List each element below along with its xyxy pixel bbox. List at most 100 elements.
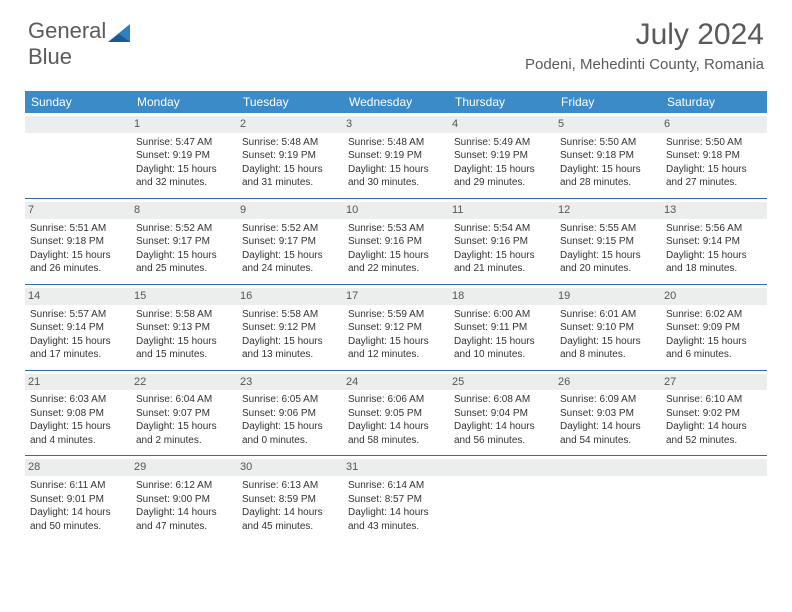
- day-cell: 27Sunrise: 6:10 AMSunset: 9:02 PMDayligh…: [661, 371, 767, 456]
- day-sunset: Sunset: 9:18 PM: [666, 149, 762, 163]
- day-daylight: Daylight: 15 hours and 31 minutes.: [242, 163, 338, 190]
- day-daylight: Daylight: 15 hours and 22 minutes.: [348, 249, 444, 276]
- day-sunset: Sunset: 8:57 PM: [348, 493, 444, 507]
- day-daylight: Daylight: 15 hours and 20 minutes.: [560, 249, 656, 276]
- day-sunset: Sunset: 9:17 PM: [136, 235, 232, 249]
- day-sunrise: Sunrise: 5:50 AM: [560, 136, 656, 150]
- day-sunrise: Sunrise: 5:52 AM: [242, 222, 338, 236]
- day-daylight: Daylight: 15 hours and 27 minutes.: [666, 163, 762, 190]
- day-daylight: Daylight: 15 hours and 30 minutes.: [348, 163, 444, 190]
- weekday-sunday: Sunday: [25, 91, 131, 113]
- day-daylight: Daylight: 15 hours and 29 minutes.: [454, 163, 550, 190]
- day-sunset: Sunset: 9:16 PM: [348, 235, 444, 249]
- day-cell: 2Sunrise: 5:48 AMSunset: 9:19 PMDaylight…: [237, 113, 343, 198]
- weekday-monday: Monday: [131, 91, 237, 113]
- day-number: 15: [131, 288, 237, 305]
- day-sunrise: Sunrise: 5:48 AM: [242, 136, 338, 150]
- logo-text-blue: Blue: [28, 44, 72, 69]
- day-cell: [555, 456, 661, 541]
- day-daylight: Daylight: 15 hours and 21 minutes.: [454, 249, 550, 276]
- day-daylight: Daylight: 15 hours and 15 minutes.: [136, 335, 232, 362]
- day-sunset: Sunset: 9:08 PM: [30, 407, 126, 421]
- day-sunset: Sunset: 9:05 PM: [348, 407, 444, 421]
- day-number: 29: [131, 459, 237, 476]
- day-sunrise: Sunrise: 6:14 AM: [348, 479, 444, 493]
- weeks-container: 1Sunrise: 5:47 AMSunset: 9:19 PMDaylight…: [25, 113, 767, 541]
- day-daylight: Daylight: 14 hours and 50 minutes.: [30, 506, 126, 533]
- day-daylight: Daylight: 14 hours and 43 minutes.: [348, 506, 444, 533]
- day-sunset: Sunset: 9:16 PM: [454, 235, 550, 249]
- day-number: 30: [237, 459, 343, 476]
- logo-text-wrap: General Blue: [28, 18, 106, 70]
- day-cell: 12Sunrise: 5:55 AMSunset: 9:15 PMDayligh…: [555, 199, 661, 284]
- day-sunset: Sunset: 9:17 PM: [242, 235, 338, 249]
- day-daylight: Daylight: 15 hours and 32 minutes.: [136, 163, 232, 190]
- day-daylight: Daylight: 15 hours and 8 minutes.: [560, 335, 656, 362]
- day-cell: 8Sunrise: 5:52 AMSunset: 9:17 PMDaylight…: [131, 199, 237, 284]
- day-number: 1: [131, 116, 237, 133]
- day-sunset: Sunset: 9:18 PM: [560, 149, 656, 163]
- day-cell: 5Sunrise: 5:50 AMSunset: 9:18 PMDaylight…: [555, 113, 661, 198]
- day-number: 14: [25, 288, 131, 305]
- day-daylight: Daylight: 15 hours and 26 minutes.: [30, 249, 126, 276]
- day-sunset: Sunset: 9:12 PM: [348, 321, 444, 335]
- day-cell: 1Sunrise: 5:47 AMSunset: 9:19 PMDaylight…: [131, 113, 237, 198]
- day-cell: 7 Sunrise: 5:51 AMSunset: 9:18 PMDaylight…: [25, 199, 131, 284]
- day-sunset: Sunset: 9:18 PM: [30, 235, 126, 249]
- day-sunset: Sunset: 9:03 PM: [560, 407, 656, 421]
- title-block: July 2024 Podeni, Mehedinti County, Roma…: [525, 18, 764, 73]
- day-sunrise: Sunrise: 6:03 AM: [30, 393, 126, 407]
- day-number: [449, 459, 555, 476]
- day-cell: 25Sunrise: 6:08 AMSunset: 9:04 PMDayligh…: [449, 371, 555, 456]
- day-number: 3: [343, 116, 449, 133]
- day-number: 13: [661, 202, 767, 219]
- day-sunrise: Sunrise: 5:50 AM: [666, 136, 762, 150]
- day-sunset: Sunset: 8:59 PM: [242, 493, 338, 507]
- day-sunset: Sunset: 9:04 PM: [454, 407, 550, 421]
- header: General Blue July 2024 Podeni, Mehedinti…: [0, 0, 792, 79]
- day-sunrise: Sunrise: 5:57 AM: [30, 308, 126, 322]
- day-daylight: Daylight: 15 hours and 2 minutes.: [136, 420, 232, 447]
- day-cell: 30Sunrise: 6:13 AMSunset: 8:59 PMDayligh…: [237, 456, 343, 541]
- day-number: 7: [25, 202, 131, 219]
- day-cell: 4Sunrise: 5:49 AMSunset: 9:19 PMDaylight…: [449, 113, 555, 198]
- day-number: [661, 459, 767, 476]
- day-sunrise: Sunrise: 5:55 AM: [560, 222, 656, 236]
- day-sunset: Sunset: 9:14 PM: [30, 321, 126, 335]
- day-sunrise: Sunrise: 5:58 AM: [242, 308, 338, 322]
- day-number: 31: [343, 459, 449, 476]
- calendar: Sunday Monday Tuesday Wednesday Thursday…: [25, 91, 767, 541]
- day-sunrise: Sunrise: 6:01 AM: [560, 308, 656, 322]
- day-sunset: Sunset: 9:11 PM: [454, 321, 550, 335]
- day-sunrise: Sunrise: 5:59 AM: [348, 308, 444, 322]
- weekday-header-row: Sunday Monday Tuesday Wednesday Thursday…: [25, 91, 767, 113]
- day-sunrise: Sunrise: 5:49 AM: [454, 136, 550, 150]
- day-sunset: Sunset: 9:19 PM: [454, 149, 550, 163]
- day-cell: 19Sunrise: 6:01 AMSunset: 9:10 PMDayligh…: [555, 285, 661, 370]
- day-cell: 26Sunrise: 6:09 AMSunset: 9:03 PMDayligh…: [555, 371, 661, 456]
- day-number: 26: [555, 374, 661, 391]
- day-daylight: Daylight: 14 hours and 45 minutes.: [242, 506, 338, 533]
- day-cell: 11Sunrise: 5:54 AMSunset: 9:16 PMDayligh…: [449, 199, 555, 284]
- day-sunset: Sunset: 9:19 PM: [136, 149, 232, 163]
- day-cell: [661, 456, 767, 541]
- day-sunset: Sunset: 9:14 PM: [666, 235, 762, 249]
- day-number: 16: [237, 288, 343, 305]
- day-number: 12: [555, 202, 661, 219]
- day-sunrise: Sunrise: 5:51 AM: [30, 222, 126, 236]
- day-sunset: Sunset: 9:10 PM: [560, 321, 656, 335]
- day-sunrise: Sunrise: 6:04 AM: [136, 393, 232, 407]
- day-sunrise: Sunrise: 6:09 AM: [560, 393, 656, 407]
- day-cell: 22Sunrise: 6:04 AMSunset: 9:07 PMDayligh…: [131, 371, 237, 456]
- day-sunset: Sunset: 9:19 PM: [348, 149, 444, 163]
- week-row: 21Sunrise: 6:03 AMSunset: 9:08 PMDayligh…: [25, 370, 767, 456]
- day-cell: 21Sunrise: 6:03 AMSunset: 9:08 PMDayligh…: [25, 371, 131, 456]
- day-cell: 16Sunrise: 5:58 AMSunset: 9:12 PMDayligh…: [237, 285, 343, 370]
- day-daylight: Daylight: 15 hours and 25 minutes.: [136, 249, 232, 276]
- logo-triangle-icon: [108, 22, 136, 42]
- day-daylight: Daylight: 15 hours and 10 minutes.: [454, 335, 550, 362]
- day-sunrise: Sunrise: 6:06 AM: [348, 393, 444, 407]
- day-cell: 28Sunrise: 6:11 AMSunset: 9:01 PMDayligh…: [25, 456, 131, 541]
- week-row: 7Sunrise: 5:51 AMSunset: 9:18 PMDaylight…: [25, 198, 767, 284]
- day-sunset: Sunset: 9:13 PM: [136, 321, 232, 335]
